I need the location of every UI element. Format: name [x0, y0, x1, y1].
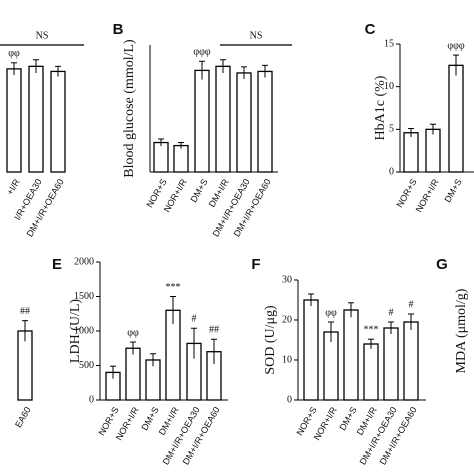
- y-tick-label: 0: [89, 394, 94, 405]
- panel-label: F: [251, 256, 260, 273]
- bar: [425, 128, 441, 173]
- y-tick-label: 0: [389, 166, 394, 177]
- x-tick-label: DM+S: [442, 177, 463, 204]
- bar: [173, 144, 189, 173]
- bar: [257, 70, 273, 173]
- annotation: ##: [20, 306, 30, 317]
- y-tick-label: 5: [389, 124, 394, 135]
- x-tick-label: DM+S: [188, 177, 209, 204]
- annotation: ***: [364, 324, 379, 335]
- y-tick-label: 20: [282, 314, 292, 325]
- annotation: #: [409, 299, 414, 310]
- annotation: φφ: [127, 327, 139, 338]
- bar: [215, 65, 231, 173]
- y-tick-label: 1500: [74, 291, 94, 302]
- panel-label: E: [52, 256, 62, 273]
- y-tick-label: 10: [384, 81, 394, 92]
- x-tick-label: +I/R: [5, 177, 22, 197]
- annotation: ***: [166, 282, 181, 293]
- y-tick-label: 1000: [74, 325, 94, 336]
- annotation: #: [389, 307, 394, 318]
- bar: [28, 65, 44, 173]
- bar: [448, 64, 464, 173]
- bar: [194, 69, 210, 173]
- annotation: φφ: [8, 48, 20, 59]
- y-tick-label: 15: [384, 38, 394, 49]
- bar: [6, 68, 22, 173]
- x-tick-label: EA60: [13, 405, 33, 429]
- x-tick-label: DM+S: [139, 405, 160, 432]
- bar: [323, 331, 339, 401]
- y-tick-label: 10: [282, 354, 292, 365]
- bracket-label: NS: [36, 30, 49, 41]
- annotation: ##: [209, 325, 219, 336]
- bar: [363, 343, 379, 401]
- annotation: φφφ: [447, 40, 465, 51]
- bar: [403, 321, 419, 401]
- bar: [236, 72, 252, 173]
- bar: [303, 299, 319, 401]
- y-axis-label: SOD (U/μg): [263, 305, 278, 375]
- bar: [153, 141, 169, 173]
- x-tick-label: DM+S: [337, 405, 358, 432]
- bar: [383, 327, 399, 401]
- bracket-label: NS: [250, 30, 263, 41]
- y-tick-label: 500: [79, 360, 94, 371]
- panel-label: G: [436, 256, 448, 273]
- x-tick-label: NOR+S: [394, 177, 418, 209]
- bar: [50, 70, 66, 173]
- panel-label: B: [113, 21, 124, 38]
- y-axis-label: HbA1c (%): [373, 75, 388, 140]
- annotation: φφφ: [193, 47, 211, 58]
- y-axis-label: LDH (U/L): [68, 299, 83, 363]
- bar: [125, 347, 141, 401]
- y-axis-label: MDA (μmol/g): [454, 288, 469, 373]
- y-axis-label: Blood glucose (mmol/L): [122, 39, 137, 178]
- bar: [343, 309, 359, 401]
- y-tick-label: 2000: [74, 256, 94, 267]
- annotation: #: [192, 314, 197, 325]
- bar: [403, 132, 419, 173]
- annotation: φφ: [325, 307, 337, 318]
- panel-label: C: [365, 21, 376, 38]
- y-tick-label: 30: [282, 274, 292, 285]
- y-tick-label: 0: [287, 394, 292, 405]
